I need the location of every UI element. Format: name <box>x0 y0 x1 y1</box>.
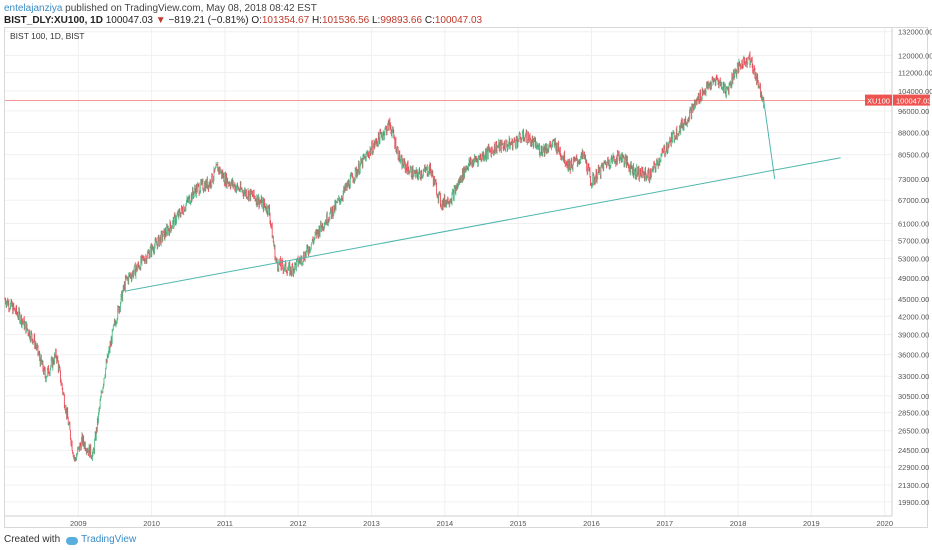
y-tick-label: 120000.00 <box>898 51 932 60</box>
open-value: 101354.67 <box>261 15 310 26</box>
y-tick-label: 30500.00 <box>898 392 929 401</box>
y-tick-label: 73000.00 <box>898 175 929 184</box>
x-tick-label: 2018 <box>730 519 747 528</box>
y-tick-label: 21300.00 <box>898 481 929 490</box>
last-price: 100047.03 <box>105 15 153 26</box>
y-tick-label: 132000.00 <box>898 28 932 37</box>
y-tick-label: 19900.00 <box>898 498 929 507</box>
x-tick-label: 2012 <box>290 519 307 528</box>
high-value: 101536.56 <box>321 15 370 26</box>
y-tick-label: 88000.00 <box>898 128 929 137</box>
y-tick-label: 36000.00 <box>898 351 929 360</box>
x-tick-label: 2011 <box>217 519 233 528</box>
projection-line[interactable] <box>763 100 776 179</box>
symbol-info: BIST_DLY:XU100, 1D 100047.03 ▼ −819.21 (… <box>4 15 482 26</box>
change-value: −819.21 (−0.81%) <box>168 15 249 26</box>
close-value: 100047.03 <box>434 15 483 26</box>
x-tick-label: 2020 <box>876 519 893 528</box>
y-tick-label: 28500.00 <box>898 409 929 418</box>
low-value: 99893.66 <box>380 15 423 26</box>
symbol-price-tag <box>865 94 892 106</box>
last-price-tag <box>893 94 930 106</box>
x-tick-label: 2015 <box>510 519 527 528</box>
publish-text: published on TradingView.com, May 08, 20… <box>65 3 317 14</box>
publish-info: entelajanziya published on TradingView.c… <box>4 3 317 14</box>
y-tick-label: 61000.00 <box>898 220 929 229</box>
x-tick-label: 2016 <box>583 519 600 528</box>
x-tick-label: 2019 <box>803 519 820 528</box>
y-tick-label: 112000.00 <box>898 69 932 78</box>
y-tick-label: 22900.00 <box>898 463 929 472</box>
x-tick-label: 2013 <box>363 519 380 528</box>
y-tick-label: 104000.00 <box>898 87 932 96</box>
brand-text: TradingView <box>81 534 137 545</box>
chart-title: BIST 100, 1D, BIST <box>10 31 85 41</box>
x-tick-label: 2010 <box>143 519 160 528</box>
high-label: H: <box>311 15 322 26</box>
symbol-tag-label: XU100 <box>867 97 890 106</box>
y-tick-label: 42000.00 <box>898 312 929 321</box>
author-link[interactable]: entelajanziya <box>4 3 63 14</box>
y-tick-label: 33000.00 <box>898 372 929 381</box>
close-label: C: <box>424 15 435 26</box>
y-tick-label: 53000.00 <box>898 254 929 263</box>
y-tick-label: 96000.00 <box>898 107 929 116</box>
y-tick-label: 24500.00 <box>898 446 929 455</box>
y-tick-label: 57000.00 <box>898 236 929 245</box>
footer: Created with TradingView <box>4 534 136 545</box>
x-tick-label: 2009 <box>70 519 87 528</box>
last-price-label: 100047.03 <box>896 97 931 106</box>
y-tick-label: 80500.00 <box>898 151 929 160</box>
symbol-name: BIST_DLY:XU100, 1D <box>4 15 103 26</box>
created-with-text: Created with <box>4 534 61 545</box>
open-label: O: <box>251 15 262 26</box>
low-label: L: <box>372 15 381 26</box>
y-tick-label: 67000.00 <box>898 196 929 205</box>
y-tick-label: 26500.00 <box>898 427 929 436</box>
y-tick-label: 39000.00 <box>898 331 929 340</box>
tradingview-link[interactable]: TradingView <box>66 534 136 545</box>
y-tick-label: 45000.00 <box>898 295 929 304</box>
trendline[interactable] <box>125 157 841 292</box>
cloud-icon <box>66 536 79 545</box>
x-tick-label: 2014 <box>436 519 453 528</box>
x-tick-label: 2017 <box>656 519 673 528</box>
y-tick-label: 49000.00 <box>898 274 929 283</box>
down-arrow-icon: ▼ <box>155 15 166 26</box>
